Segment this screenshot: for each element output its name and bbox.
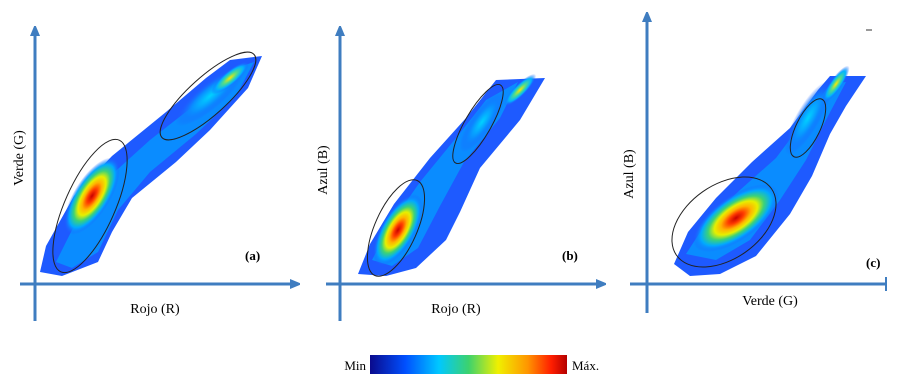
cluster-ellipse <box>452 83 504 165</box>
cluster-ellipse <box>366 179 426 277</box>
panel-label: (c) <box>866 255 880 270</box>
panel-label: (b) <box>562 248 578 263</box>
density-cloud <box>358 73 545 276</box>
colorbar-gradient <box>370 355 567 374</box>
y-axis-label: Azul (B) <box>316 145 331 195</box>
cluster-ellipse <box>159 51 257 141</box>
x-axis-label: Rojo (R) <box>431 302 481 317</box>
panel-label: (a) <box>245 248 260 263</box>
colorbar: Min Máx. <box>344 355 599 374</box>
colorbar-min-label: Min <box>344 358 366 373</box>
cluster-ellipse <box>671 176 777 268</box>
density-cloud <box>674 65 866 276</box>
y-axis-label: Verde (G) <box>12 130 27 186</box>
colorbar-max-label: Máx. <box>572 358 599 373</box>
x-axis-label: Rojo (R) <box>130 302 180 317</box>
y-axis-label: Azul (B) <box>622 149 637 199</box>
panel-b: Azul (B) Rojo (R) (b) <box>316 30 602 321</box>
x-axis-label: Verde (G) <box>742 294 798 309</box>
density-cloud <box>40 56 262 276</box>
cluster-ellipse <box>789 98 827 158</box>
cluster-ellipse <box>52 138 128 274</box>
panel-a: Verde (G) Rojo (R) (a) <box>12 30 296 321</box>
panel-c: Azul (B) Verde (G) (c) <box>622 16 887 313</box>
